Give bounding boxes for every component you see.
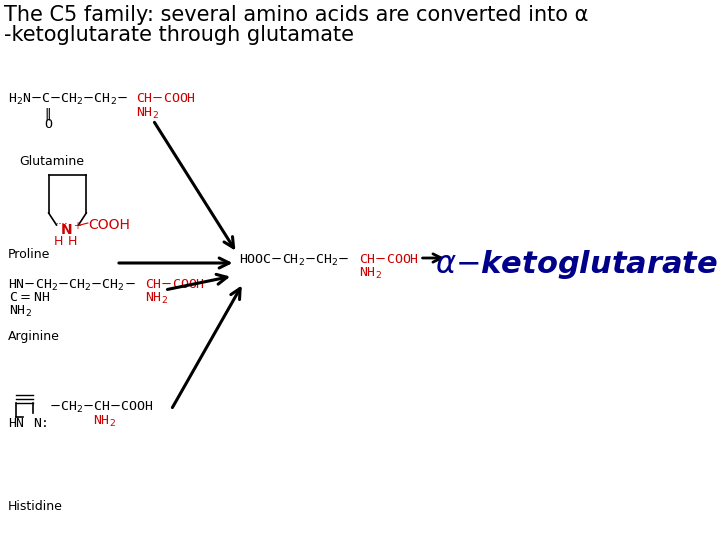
Text: NH$_2$: NH$_2$: [135, 106, 158, 121]
Text: -ketoglutarate through glutamate: -ketoglutarate through glutamate: [4, 25, 354, 45]
Text: NH$_2$: NH$_2$: [9, 304, 32, 319]
Text: CH$-$COOH: CH$-$COOH: [135, 92, 196, 105]
Text: Histidine: Histidine: [8, 500, 63, 513]
Text: $-$CH$_2$$-$CH$-$COOH: $-$CH$_2$$-$CH$-$COOH: [49, 400, 153, 415]
Text: H$_2$N$-$C$-$CH$_2$$-$CH$_2$$-$: H$_2$N$-$C$-$CH$_2$$-$CH$_2$$-$: [8, 92, 127, 107]
Text: HOOC$-$CH$_2$$-$CH$_2$$-$: HOOC$-$CH$_2$$-$CH$_2$$-$: [239, 253, 350, 268]
Text: CH$-$COOH: CH$-$COOH: [359, 253, 418, 266]
Text: NH$_2$: NH$_2$: [93, 414, 115, 429]
Text: O: O: [44, 118, 52, 131]
Text: N$^+$: N$^+$: [60, 221, 82, 238]
Text: $\alpha$$-$ketoglutarate: $\alpha$$-$ketoglutarate: [436, 248, 719, 281]
Text: C$=$NH: C$=$NH: [9, 291, 50, 304]
Text: Proline: Proline: [8, 248, 50, 261]
Text: H: H: [53, 235, 63, 248]
Text: HN: HN: [8, 417, 24, 430]
Text: COOH: COOH: [89, 218, 130, 232]
Text: NH$_2$: NH$_2$: [145, 291, 168, 306]
Text: NH$_2$: NH$_2$: [359, 266, 382, 281]
Text: $\|$: $\|$: [44, 106, 51, 122]
Text: Arginine: Arginine: [8, 330, 60, 343]
Text: HN$-$CH$_2$$-$CH$_2$$-$CH$_2$$-$: HN$-$CH$_2$$-$CH$_2$$-$CH$_2$$-$: [8, 278, 136, 293]
Text: Glutamine: Glutamine: [19, 155, 85, 168]
Text: H: H: [68, 235, 77, 248]
Text: The C5 family: several amino acids are converted into α: The C5 family: several amino acids are c…: [4, 5, 588, 25]
Text: CH$-$COOH: CH$-$COOH: [145, 278, 205, 291]
Text: N:: N:: [33, 417, 49, 430]
